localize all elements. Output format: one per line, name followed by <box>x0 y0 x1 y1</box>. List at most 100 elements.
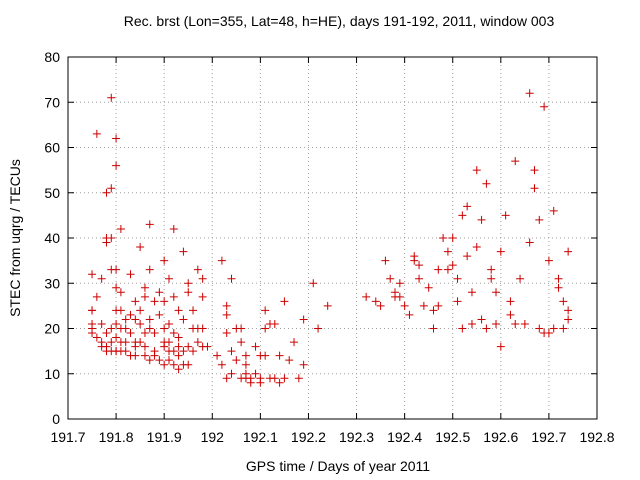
data-point <box>169 224 178 233</box>
x-tick-label: 191.9 <box>147 429 182 445</box>
data-point <box>482 324 491 333</box>
data-point <box>290 338 299 347</box>
data-point <box>285 356 294 365</box>
data-point <box>88 306 97 315</box>
data-point <box>477 315 486 324</box>
data-point <box>424 283 433 292</box>
data-point <box>121 347 130 356</box>
data-point <box>410 256 419 265</box>
data-point <box>97 274 106 283</box>
data-point <box>429 324 438 333</box>
data-point <box>88 329 97 338</box>
data-point <box>535 324 544 333</box>
x-tick-label: 192.4 <box>387 429 422 445</box>
data-point <box>164 338 173 347</box>
data-point <box>448 234 457 242</box>
data-point <box>241 360 250 369</box>
data-point <box>520 319 529 328</box>
data-point <box>126 310 135 319</box>
data-point <box>270 374 279 383</box>
data-point <box>155 288 164 297</box>
data-point <box>179 315 188 324</box>
data-point <box>395 292 404 301</box>
data-point <box>559 324 568 333</box>
data-point <box>544 256 553 265</box>
data-point <box>405 310 414 319</box>
y-tick-labels: 0 10 20 30 40 50 60 70 80 <box>44 49 60 427</box>
data-point <box>261 324 270 333</box>
y-tick-label: 70 <box>44 94 60 110</box>
data-point <box>150 329 159 338</box>
data-point <box>203 342 212 351</box>
data-point <box>164 319 173 328</box>
data-point <box>429 306 438 315</box>
data-point <box>261 306 270 315</box>
data-point <box>309 279 318 288</box>
data-point <box>179 247 188 256</box>
data-point <box>160 324 169 333</box>
data-point <box>299 360 308 369</box>
data-point <box>112 283 121 292</box>
data-point <box>140 292 149 301</box>
data-point <box>140 329 149 338</box>
x-tick-label: 192 <box>201 429 225 445</box>
data-point <box>439 234 448 242</box>
data-point <box>299 315 308 324</box>
data-point <box>222 301 231 310</box>
x-tick-labels: 191.7 191.8 191.9 192 192.1 192.2 192.3 192.4 19… <box>50 429 614 445</box>
data-point <box>131 315 140 324</box>
data-point <box>145 324 154 333</box>
data-point <box>155 310 164 319</box>
data-point <box>184 342 193 351</box>
data-point <box>131 297 140 306</box>
data-point <box>251 342 260 351</box>
data-point <box>492 288 501 297</box>
data-point <box>169 292 178 301</box>
data-point <box>92 129 101 138</box>
data-point <box>487 265 496 274</box>
data-point <box>472 243 481 252</box>
data-point <box>140 351 149 360</box>
data-point <box>275 351 284 360</box>
data-point <box>107 184 116 193</box>
data-point <box>530 184 539 193</box>
data-point <box>136 243 145 252</box>
data-point <box>88 270 97 279</box>
data-point <box>164 274 173 283</box>
data-point <box>280 297 289 306</box>
data-point <box>564 247 573 256</box>
x-tick-label: 192.5 <box>435 429 470 445</box>
data-point <box>395 279 404 288</box>
data-point <box>174 342 183 351</box>
data-point <box>92 292 101 301</box>
data-point <box>121 315 130 324</box>
data-point <box>107 93 116 102</box>
y-tick-label: 80 <box>44 49 60 65</box>
y-axis-title: STEC from uqrg / TECUs <box>7 159 23 317</box>
data-point <box>112 319 121 328</box>
data-point <box>160 256 169 265</box>
data-point <box>564 315 573 324</box>
data-point <box>463 202 472 211</box>
data-point <box>270 319 279 328</box>
data-point <box>256 378 265 387</box>
data-point <box>453 274 462 283</box>
data-point <box>136 338 145 347</box>
data-point <box>107 234 116 242</box>
data-point <box>112 265 121 274</box>
data-point <box>501 211 510 220</box>
data-point <box>112 333 121 342</box>
data-point <box>174 365 183 374</box>
data-point <box>516 274 525 283</box>
data-point <box>112 161 121 170</box>
data-point <box>131 351 140 360</box>
data-point <box>174 333 183 342</box>
data-point <box>241 351 250 360</box>
data-point <box>222 329 231 338</box>
data-point <box>145 356 154 365</box>
data-point <box>198 292 207 301</box>
data-point <box>179 347 188 356</box>
data-point <box>237 338 246 347</box>
y-tick-label: 40 <box>44 230 60 246</box>
data-point <box>492 319 501 328</box>
